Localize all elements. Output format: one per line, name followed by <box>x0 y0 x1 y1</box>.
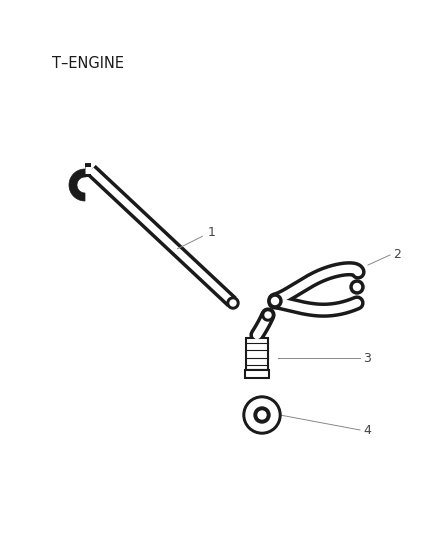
Polygon shape <box>69 169 87 201</box>
Circle shape <box>243 396 281 434</box>
Circle shape <box>265 312 271 318</box>
Text: T–ENGINE: T–ENGINE <box>52 56 124 71</box>
Circle shape <box>230 300 236 306</box>
Circle shape <box>262 309 274 321</box>
Text: 1: 1 <box>208 227 216 239</box>
Circle shape <box>227 297 239 309</box>
Circle shape <box>268 294 282 308</box>
Circle shape <box>258 411 266 419</box>
Bar <box>246 338 268 370</box>
Text: 4: 4 <box>363 424 371 437</box>
Text: 2: 2 <box>393 248 401 262</box>
Circle shape <box>350 280 364 294</box>
Circle shape <box>254 407 270 423</box>
Circle shape <box>272 297 279 304</box>
FancyBboxPatch shape <box>245 370 269 378</box>
Text: 3: 3 <box>363 351 371 365</box>
Circle shape <box>246 399 278 431</box>
Circle shape <box>353 284 360 290</box>
